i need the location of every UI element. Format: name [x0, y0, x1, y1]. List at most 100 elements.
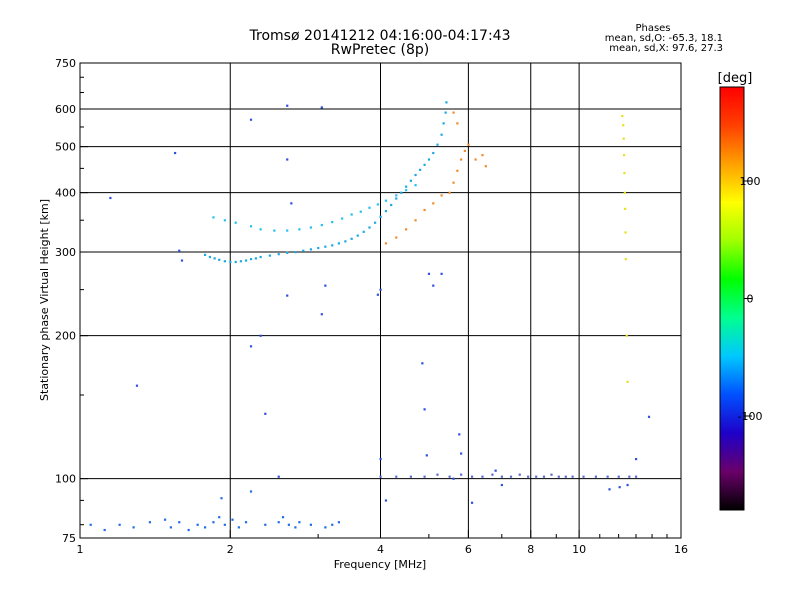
data-point [356, 234, 359, 237]
data-point [427, 272, 431, 275]
data-point [324, 526, 327, 529]
data-point [309, 523, 312, 526]
data-point [474, 158, 477, 161]
data-point [427, 158, 431, 161]
data-point [423, 163, 426, 166]
data-point [622, 154, 626, 157]
y-axis-label: Stationary phase Virtual Height [km] [38, 199, 51, 401]
x-axis-label: Frequency [MHz] [334, 558, 426, 571]
colorbar-label: [deg] [718, 71, 753, 86]
chart-subtitle: RwPretec (8p) [331, 42, 429, 58]
data-point [481, 154, 484, 157]
data-point [400, 191, 403, 194]
data-point [456, 169, 459, 172]
data-point [298, 521, 301, 524]
data-point [368, 206, 371, 209]
data-point [178, 249, 181, 252]
data-point [259, 228, 262, 231]
colorbar-ticks: -100 0 100 [738, 175, 763, 423]
data-point [452, 181, 455, 184]
data-point [234, 260, 237, 264]
data-point [518, 473, 521, 476]
data-point [286, 104, 289, 107]
data-point [379, 475, 382, 478]
data-point [445, 101, 448, 104]
data-point [109, 196, 112, 200]
colorbar-tick-label: 0 [747, 293, 754, 306]
data-point [196, 523, 199, 526]
data-point [302, 249, 305, 252]
data-point [628, 475, 631, 478]
y-tick-label: 600 [55, 103, 76, 116]
data-point [237, 526, 240, 529]
data-point [623, 172, 626, 175]
data-point [395, 236, 398, 239]
data-point [423, 408, 426, 411]
data-point [432, 151, 435, 155]
data-point [368, 226, 371, 229]
data-point [180, 259, 184, 262]
data-point [218, 516, 221, 519]
stats-x-mode: mean, sd,X: 97.6, 27.3 [609, 43, 723, 54]
data-point [395, 475, 398, 478]
data-point [626, 483, 629, 487]
data-point [264, 523, 267, 526]
data-point [452, 111, 455, 114]
data-point [527, 475, 530, 478]
y-tick-label: 400 [55, 187, 76, 200]
data-point [379, 457, 382, 461]
data-point [379, 215, 382, 218]
data-point [350, 237, 353, 240]
data-point [163, 518, 167, 521]
x-tick-label: 6 [465, 543, 472, 556]
data-point [223, 219, 226, 222]
data-point [331, 220, 334, 224]
data-point [414, 219, 417, 222]
grid-lines [80, 63, 681, 538]
data-point [557, 475, 560, 478]
x-tick-label: 1 [77, 543, 84, 556]
data-point [294, 251, 297, 254]
data-point [432, 284, 435, 287]
data-point [625, 334, 628, 337]
data-point [286, 251, 289, 254]
data-point [223, 260, 226, 263]
data-point [423, 208, 426, 212]
data-point [484, 165, 487, 168]
data-point [331, 523, 334, 526]
data-point [286, 229, 289, 232]
data-point [287, 523, 290, 526]
data-point [634, 475, 638, 478]
colorbar-gradient [719, 86, 745, 511]
y-tick-label: 300 [55, 246, 76, 259]
data-point [290, 202, 293, 205]
data-point [169, 526, 172, 529]
data-point [362, 230, 365, 233]
chart-title: Tromsø 20141212 04:16:00-04:17:43 [249, 28, 511, 44]
data-point [103, 528, 106, 532]
data-point [337, 521, 341, 524]
data-point [535, 475, 538, 478]
data-point [634, 457, 638, 461]
data-point [203, 526, 207, 529]
data-point [460, 158, 463, 161]
data-point [254, 257, 257, 260]
data-point [452, 477, 455, 480]
data-point [331, 244, 334, 247]
data-point [213, 257, 216, 260]
data-point [277, 521, 280, 524]
data-point [444, 111, 447, 114]
data-point [509, 475, 513, 478]
data-point [440, 272, 443, 275]
data-point [491, 473, 494, 476]
data-point [344, 240, 347, 243]
data-point [281, 516, 285, 519]
data-point [624, 207, 627, 210]
data-point [384, 199, 388, 202]
x-tick-label: 10 [572, 543, 586, 556]
data-point [249, 490, 253, 493]
axis-ticks: 1 2 4 6 8 10 16 75 100 200 300 400 500 600 750 [55, 57, 688, 556]
data-point [440, 133, 443, 136]
data-point [390, 203, 393, 207]
data-point [317, 246, 320, 250]
